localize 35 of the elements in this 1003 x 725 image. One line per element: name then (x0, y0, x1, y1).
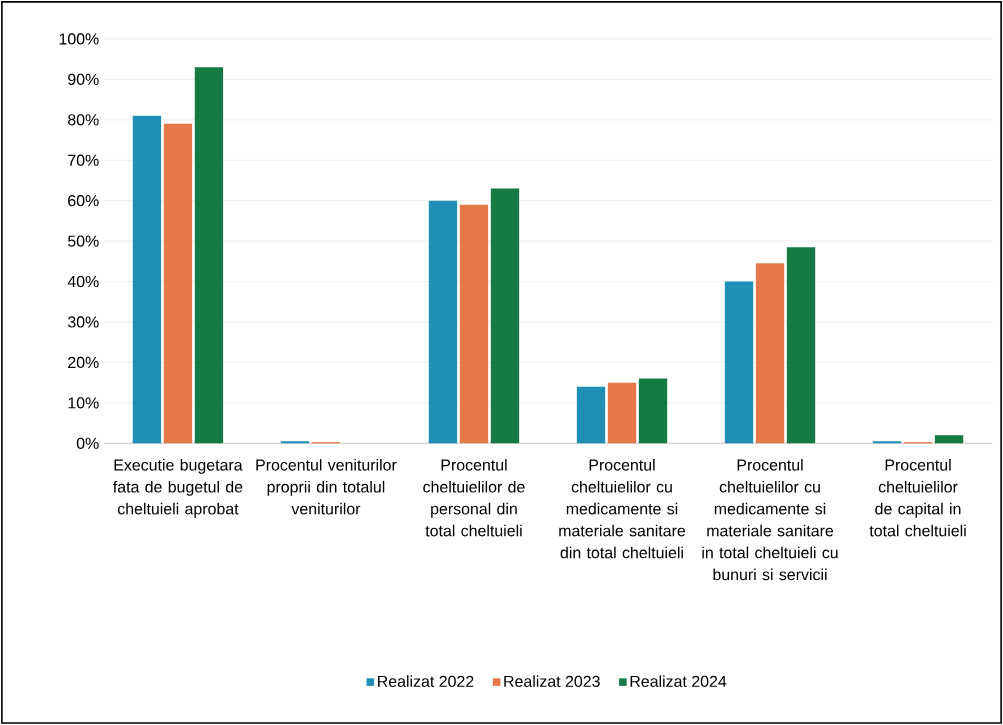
legend-label: Realizat 2023 (504, 675, 600, 688)
legend-label: Realizat 2022 (378, 675, 474, 688)
x-tick-label: Procentul cheltuielilor de capital in total cheltuieli (869, 459, 966, 537)
bar (638, 378, 668, 444)
bar (607, 382, 637, 444)
bar (576, 386, 606, 444)
y-tick-label: 60% (68, 195, 99, 207)
x-tick-label: Procentul cheltuielilor cu medicamente si materiale sanitare din total cheltuieli (559, 459, 686, 559)
bar (163, 123, 193, 444)
x-tick-label: Executie bugetara fata de bugetul de cheltuieli aprobat (113, 459, 243, 518)
x-tick-label: Procentul cheltuielilor de personal din total cheltuieli (423, 459, 525, 537)
bar (755, 263, 785, 444)
bar (490, 188, 520, 444)
y-tick-label: 70% (68, 154, 99, 166)
bar (934, 435, 964, 444)
legend-label: Realizat 2024 (630, 675, 727, 688)
y-tick-label: 80% (68, 114, 99, 126)
bar (428, 200, 458, 444)
bar (786, 247, 816, 444)
y-tick-label: 0% (76, 437, 99, 449)
y-tick-label: 90% (68, 73, 99, 86)
bar (459, 204, 489, 444)
x-tick-label: Procentul veniturilor proprii din totalul veniturilor (256, 459, 397, 515)
y-tick-label: 20% (68, 356, 99, 369)
y-tick-label: 50% (67, 235, 99, 247)
y-tick-label: 40% (67, 275, 99, 288)
bar (872, 441, 902, 444)
y-tick-label: 10% (68, 397, 99, 409)
x-tick-label: Procentul cheltuielilor cu medicamente si materiale sanitare in total cheltuieli cu bunuri si servicii (702, 459, 838, 581)
y-tick-label: 30% (67, 316, 99, 328)
bar (132, 115, 162, 444)
y-tick-label: 100% (59, 33, 99, 45)
bar (280, 441, 310, 444)
bar (724, 281, 754, 444)
bar (194, 67, 224, 444)
